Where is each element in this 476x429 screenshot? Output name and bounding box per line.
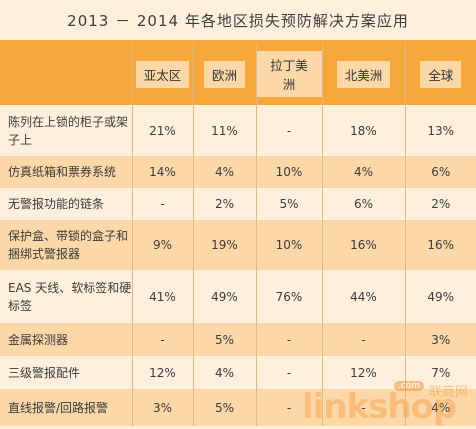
row-label: 直线报警/回路报警 (0, 389, 133, 426)
cell-value: 13% (405, 105, 476, 156)
cell-value: - (256, 105, 323, 156)
table-row: 陈列在上锁的柜子或架子上 21% 11% - 18% 13% (0, 105, 476, 156)
cell-value: 6% (405, 156, 476, 188)
header-label: 欧洲 (203, 60, 245, 88)
cell-value: 4% (322, 156, 406, 188)
header-cell: 拉丁美洲 (256, 43, 323, 105)
table-row: 直线报警/回路报警 3% 5% - - 4% (0, 389, 476, 426)
table-title: 2013 － 2014 年各地区损失预防解决方案应用 (67, 11, 409, 30)
table-row: 无警报功能的链条 - 2% 5% 6% 2% (0, 188, 476, 220)
header-cell: 欧洲 (193, 43, 257, 105)
table-row: 三级警报配件 12% 4% - 12% 7% (0, 356, 476, 389)
row-label: 仿真纸箱和票券系统 (0, 156, 133, 188)
cell-value: 10% (256, 220, 323, 270)
watermark-com: .com (394, 381, 425, 391)
header-label: 北美洲 (336, 60, 391, 88)
header-label: 亚太区 (135, 60, 190, 88)
cell-value: 10% (256, 156, 323, 188)
cell-value: 49% (405, 270, 476, 323)
row-label: 陈列在上锁的柜子或架子上 (0, 105, 133, 156)
linkshop-watermark: .com 联商网 linkshop (302, 381, 472, 427)
row-label: EAS 天线、软标签和硬标签 (0, 270, 133, 323)
table-row: EAS 天线、软标签和硬标签 41% 49% 76% 44% 49% (0, 270, 476, 323)
cell-value: 11% (193, 105, 257, 156)
watermark-cn: 联商网 (428, 385, 468, 400)
cell-value: 4% (193, 356, 257, 389)
cell-value: - (256, 356, 323, 389)
header-label: 全球 (420, 60, 462, 88)
cell-value: 49% (193, 270, 257, 323)
table-row: 仿真纸箱和票券系统 14% 4% 10% 4% 6% (0, 156, 476, 188)
cell-value: 12% (132, 356, 194, 389)
cell-value: 16% (322, 220, 406, 270)
cell-value: 2% (405, 188, 476, 220)
cell-value: - (322, 323, 406, 356)
cell-value: 76% (256, 270, 323, 323)
header-cell: 北美洲 (322, 43, 406, 105)
cell-value: 18% (322, 105, 406, 156)
cell-value: 19% (193, 220, 257, 270)
cell-value: 2% (193, 188, 257, 220)
cell-value: 5% (193, 323, 257, 356)
cell-value: 12% (322, 356, 406, 389)
row-label: 金属探测器 (0, 323, 133, 356)
row-label: 保护盒、带锁的盒子和捆绑式警报器 (0, 220, 133, 270)
row-label: 三级警报配件 (0, 356, 133, 389)
title-divider (0, 40, 476, 43)
cell-value: 16% (405, 220, 476, 270)
header-corner (0, 43, 133, 105)
cell-value: 9% (132, 220, 194, 270)
header-label: 拉丁美洲 (256, 51, 322, 97)
cell-value: 41% (132, 270, 194, 323)
cell-value: 3% (405, 323, 476, 356)
solutions-table: 亚太区 欧洲 拉丁美洲 北美洲 全球 陈列在上锁的柜子或架子上 21% 11% … (0, 43, 476, 426)
cell-value: 14% (132, 156, 194, 188)
watermark-text: linkshop (302, 387, 457, 427)
cell-value: 4% (405, 389, 476, 426)
cell-value: 5% (256, 188, 323, 220)
cell-value: - (132, 188, 194, 220)
cell-value: 6% (322, 188, 406, 220)
cell-value: 5% (193, 389, 257, 426)
row-label: 无警报功能的链条 (0, 188, 133, 220)
header-cell: 亚太区 (132, 43, 194, 105)
cell-value: 3% (132, 389, 194, 426)
cell-value: 21% (132, 105, 194, 156)
cell-value: - (256, 389, 323, 426)
cell-value: - (256, 323, 323, 356)
header-cell: 全球 (405, 43, 476, 105)
table-row: 保护盒、带锁的盒子和捆绑式警报器 9% 19% 10% 16% 16% (0, 220, 476, 270)
header-row: 亚太区 欧洲 拉丁美洲 北美洲 全球 (0, 43, 476, 105)
cell-value: 4% (193, 156, 257, 188)
cell-value: - (322, 389, 406, 426)
table-row: 金属探测器 - 5% - - 3% (0, 323, 476, 356)
cell-value: 44% (322, 270, 406, 323)
cell-value: - (132, 323, 194, 356)
